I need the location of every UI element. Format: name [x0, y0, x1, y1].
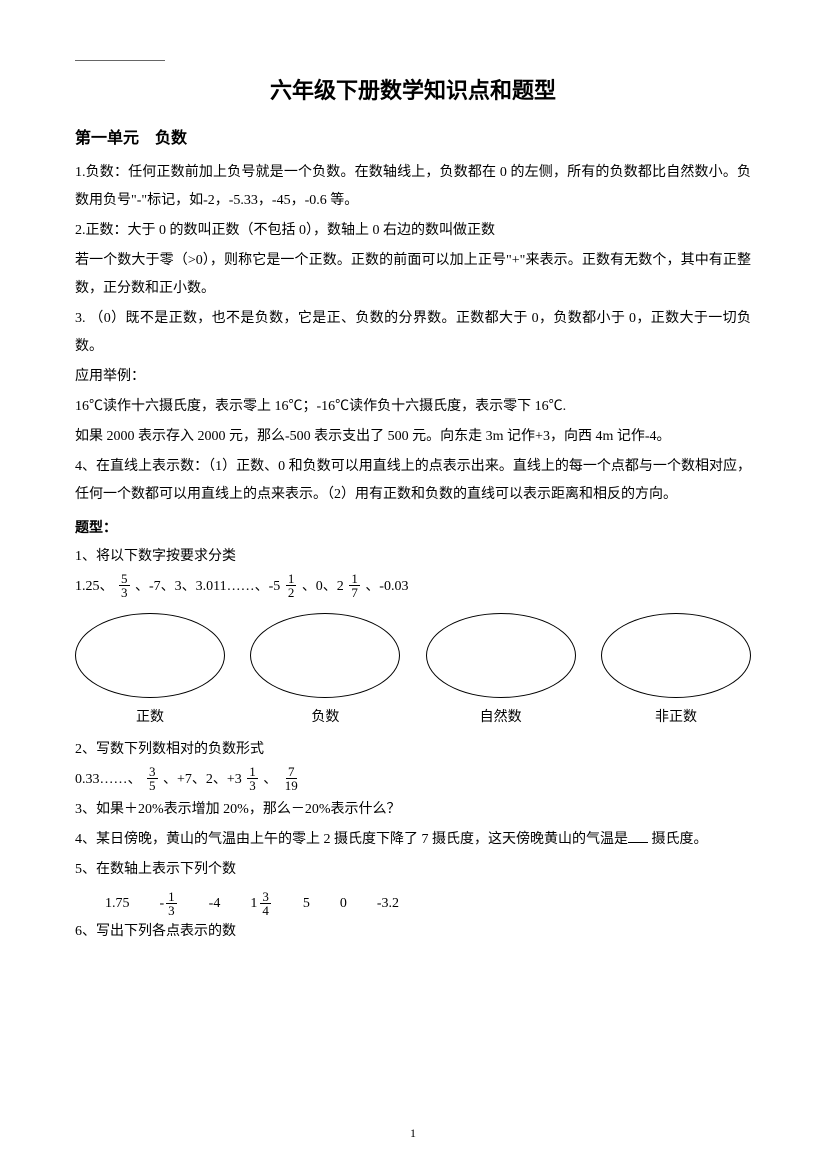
paragraph: 3. （0）既不是正数，也不是负数，它是正、负数的分界数。正数都大于 0，负数都… [75, 305, 751, 361]
number-item: 5 [303, 890, 310, 918]
paragraph: 应用举例： [75, 363, 751, 391]
q4-pre: 4、某日傍晚，黄山的气温由上午的零上 2 摄氏度下降了 7 摄氏度，这天傍晚黄山… [75, 832, 628, 847]
ellipse-shape [426, 613, 576, 698]
q1-label: 1、将以下数字按要求分类 [75, 543, 751, 571]
fraction-icon: 1 3 [166, 890, 177, 917]
ellipse-label: 负数 [250, 704, 400, 732]
number-item: -4 [209, 890, 221, 918]
number-item: - 1 3 [160, 890, 179, 918]
paragraph: 2.正数：大于 0 的数叫正数（不包括 0），数轴上 0 右边的数叫做正数 [75, 217, 751, 245]
fraction-icon: 1 2 [286, 572, 297, 599]
section-heading: 第一单元 负数 [75, 123, 751, 155]
q2-label: 2、写数下列数相对的负数形式 [75, 736, 751, 764]
ellipse-label: 自然数 [426, 704, 576, 732]
document-title: 六年级下册数学知识点和题型 [75, 69, 751, 113]
page-number: 1 [0, 1121, 826, 1145]
paragraph: 若一个数大于零（>0），则称它是一个正数。正数的前面可以加上正号"+"来表示。正… [75, 247, 751, 303]
number-item: 0 [340, 890, 347, 918]
q3: 3、如果＋20%表示增加 20%，那么－20%表示什么？ [75, 796, 751, 824]
ellipses-row [75, 613, 751, 698]
fraction-icon: 3 5 [147, 765, 158, 792]
fraction-icon: 1 7 [349, 572, 360, 599]
q1-text: 、-0.03 [365, 579, 408, 594]
q1-text: 、0、2 [302, 579, 344, 594]
q2-text: 0.33……、 [75, 772, 145, 787]
blank-line [628, 829, 648, 843]
ellipse-shape [250, 613, 400, 698]
q1-text: 1.25、 [75, 579, 114, 594]
q4-post: 摄氏度。 [652, 832, 708, 847]
ellipse-shape [601, 613, 751, 698]
paragraph: 4、在直线上表示数：（1）正数、0 和负数可以用直线上的点表示出来。直线上的每一… [75, 453, 751, 509]
fraction-icon: 5 3 [119, 572, 130, 599]
q1-text: 、-7、3、3.011……、-5 [135, 579, 280, 594]
ellipse-label: 正数 [75, 704, 225, 732]
fraction-icon: 3 4 [260, 890, 271, 917]
ellipse-shape [75, 613, 225, 698]
q6: 6、写出下列各点表示的数 [75, 918, 751, 946]
fraction-icon: 1 3 [247, 765, 258, 792]
fraction-icon: 7 19 [283, 765, 300, 792]
q5-numbers: 1.75 - 1 3 -4 1 3 4 5 0 -3.2 [105, 890, 751, 918]
q2-text: 、+7、2、+3 [163, 772, 242, 787]
questions-heading: 题型： [75, 515, 751, 543]
q2-text: 、 [263, 772, 277, 787]
q4: 4、某日傍晚，黄山的气温由上午的零上 2 摄氏度下降了 7 摄氏度，这天傍晚黄山… [75, 826, 751, 854]
number-item: 1.75 [105, 890, 130, 918]
paragraph: 如果 2000 表示存入 2000 元，那么-500 表示支出了 500 元。向… [75, 423, 751, 451]
q1-numbers: 1.25、 5 3 、-7、3、3.011……、-5 1 2 、0、2 1 7 … [75, 573, 751, 601]
number-item: 1 3 4 [250, 890, 273, 918]
ellipse-labels: 正数 负数 自然数 非正数 [75, 704, 751, 732]
number-item: -3.2 [377, 890, 399, 918]
paragraph: 1.负数：任何正数前加上负号就是一个负数。在数轴线上，负数都在 0 的左侧，所有… [75, 159, 751, 215]
q2-numbers: 0.33……、 3 5 、+7、2、+3 1 3 、 7 19 [75, 766, 751, 794]
ellipse-label: 非正数 [601, 704, 751, 732]
paragraph: 16℃读作十六摄氏度，表示零上 16℃；-16℃读作负十六摄氏度，表示零下 16… [75, 393, 751, 421]
header-rule [75, 60, 165, 61]
q5: 5、在数轴上表示下列个数 [75, 856, 751, 884]
